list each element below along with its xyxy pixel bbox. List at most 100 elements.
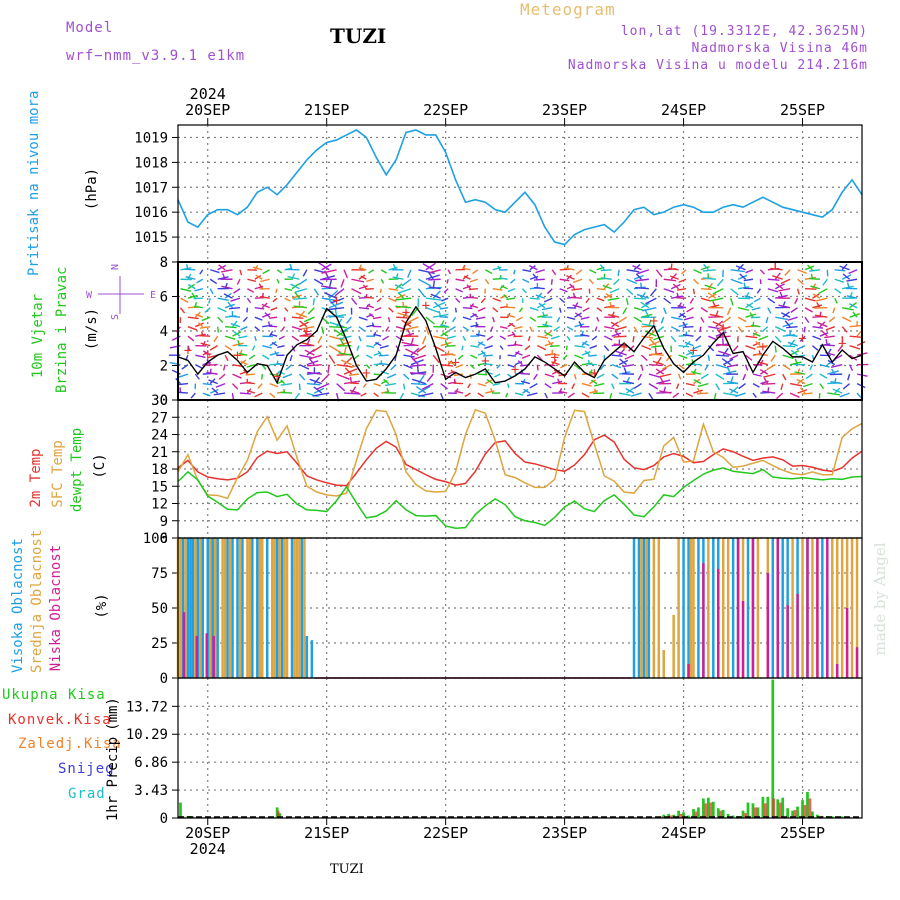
wind-arrow — [356, 345, 360, 352]
wind-arrow — [365, 296, 374, 299]
wind-arrow — [217, 276, 229, 280]
pressure-line — [177, 129, 863, 246]
wind-arrow — [195, 322, 204, 328]
wind-arrow — [506, 383, 510, 388]
wind-arrow — [246, 297, 252, 304]
wind-arrow — [285, 364, 293, 371]
mid-cloud-bar — [278, 538, 281, 678]
wind-arrow — [262, 324, 273, 328]
high-cloud-bar — [731, 538, 735, 678]
wind-arrow — [729, 388, 739, 394]
wind-arrow — [293, 297, 307, 300]
wind-arrow — [551, 361, 560, 366]
wind-arrow — [588, 363, 597, 366]
wind-arrow — [847, 373, 851, 381]
wind-arrow — [484, 269, 493, 275]
high-cloud-bar — [186, 538, 190, 678]
wind-arrow — [573, 302, 579, 309]
wind-arrow — [782, 364, 791, 371]
wind-arrow — [291, 326, 303, 331]
y-tick-label: 12 — [151, 497, 168, 513]
wind-arrow — [814, 314, 828, 318]
wind-arrow — [261, 303, 270, 309]
day-label-bottom: 22SEP — [423, 824, 468, 842]
mid-cloud-bar — [184, 538, 187, 678]
wind-arrow — [774, 326, 786, 332]
wind-arrow — [707, 282, 713, 290]
wind-arrow — [418, 385, 431, 394]
wind-arrow — [224, 335, 236, 340]
wind-arrow — [425, 326, 430, 335]
wind-arrow — [213, 392, 226, 396]
mid-cloud-bar — [270, 538, 274, 678]
wind-arrow — [317, 335, 323, 344]
wind-arrow — [682, 334, 694, 337]
wind-arrow — [402, 311, 409, 318]
wind-arrow — [574, 323, 585, 328]
wind-arrow — [804, 316, 810, 324]
wind-arrow — [695, 335, 702, 342]
wind-arrow — [429, 269, 441, 274]
wind-arrow — [662, 364, 672, 370]
total-precip-bar — [706, 797, 710, 818]
wind-arrow — [446, 335, 456, 340]
wind-arrow — [571, 288, 583, 291]
wind-arrow — [496, 364, 501, 369]
high-cloud-bar — [687, 538, 690, 678]
convective-precip-bar — [793, 809, 797, 818]
mid-cloud-bar — [662, 650, 665, 678]
wind-arrow — [272, 297, 278, 303]
wind-arrow — [240, 326, 248, 331]
wind-arrow — [842, 273, 851, 280]
wind-arrow — [187, 316, 199, 320]
wind-arrow — [399, 392, 405, 400]
wind-arrow — [199, 325, 211, 329]
wind-arrow — [670, 335, 677, 343]
wind-arrow — [615, 350, 627, 356]
y-tick-label: 8 — [160, 255, 168, 271]
wind-arrow — [440, 363, 454, 367]
low-cloud-bar — [182, 612, 186, 678]
wind-arrow — [298, 373, 306, 381]
wind-arrow — [240, 360, 248, 366]
wind-arrow — [737, 316, 747, 323]
wind-arrow — [388, 307, 394, 313]
wind-arrow — [830, 363, 843, 369]
wind-arrow — [699, 326, 702, 333]
wind-arrow — [672, 283, 680, 290]
wind-arrow — [566, 326, 574, 331]
mid-cloud-bar — [283, 538, 286, 678]
mid-cloud-bar — [295, 538, 299, 678]
wind-arrow — [742, 373, 747, 381]
wind-arrow — [618, 392, 631, 397]
mid-cloud-bar — [199, 538, 202, 678]
wind-arrow — [373, 341, 380, 347]
wind-arrow — [594, 382, 605, 387]
precip-legend-hail: Grad — [68, 786, 106, 802]
wind-arrow — [492, 297, 501, 302]
wind-arrow — [678, 364, 685, 370]
wind-arrow — [566, 335, 571, 341]
wind-arrow — [702, 269, 716, 272]
wind-arrow — [358, 285, 368, 290]
wind-arrow — [669, 275, 679, 280]
wind-arrow — [599, 364, 605, 371]
total-precip-bar — [751, 803, 755, 818]
wind-arrow — [245, 381, 255, 385]
wind-arrow — [202, 350, 209, 356]
wind-arrow — [716, 278, 724, 287]
wind-arrow — [551, 269, 557, 276]
wind-arrow — [790, 349, 798, 356]
wind-arrow — [803, 382, 813, 388]
wind-arrow — [312, 298, 315, 306]
precip-legend-conv: Konvek.Kisa — [8, 712, 112, 728]
wind-arrow — [254, 326, 261, 332]
wind-arrow — [368, 269, 375, 274]
wind-arrow — [544, 341, 554, 347]
wind-arrow — [427, 271, 434, 280]
wind-arrow — [772, 275, 783, 280]
wind-arrow — [670, 326, 681, 332]
convective-precip-bar — [754, 807, 757, 818]
wind-arrow — [362, 383, 367, 388]
wind-arrow — [440, 383, 448, 390]
